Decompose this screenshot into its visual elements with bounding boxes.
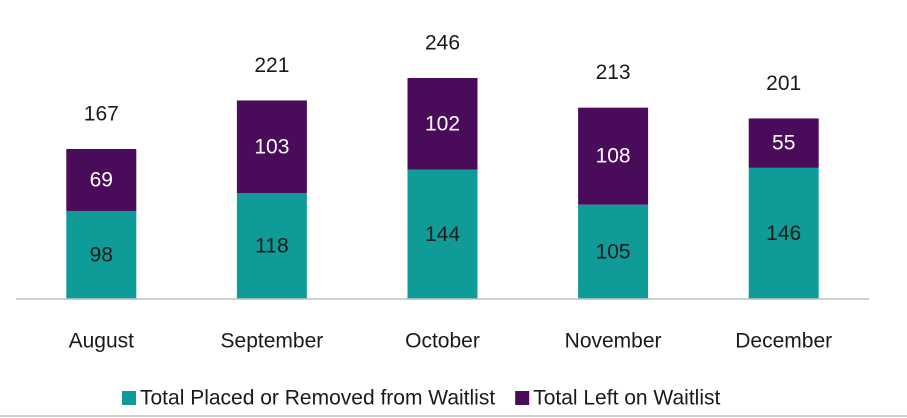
x-tick-label: September	[221, 330, 324, 353]
total-label: 246	[425, 32, 460, 55]
legend-label: Total Placed or Removed from Waitlist	[140, 387, 495, 410]
segment-label: 146	[766, 222, 801, 245]
bar-segment	[407, 169, 478, 299]
legend-label: Total Left on Waitlist	[533, 387, 720, 410]
total-label: 201	[766, 72, 801, 95]
segment-label: 98	[90, 244, 113, 267]
legend-swatch	[122, 391, 136, 405]
bar-segment	[236, 100, 307, 193]
x-tick-label: October	[405, 330, 480, 353]
bar-segment	[236, 192, 307, 299]
segment-label: 108	[596, 145, 631, 168]
bar-segment	[748, 118, 819, 168]
total-label: 221	[254, 54, 289, 77]
segment-label: 144	[425, 223, 460, 246]
bar-segment	[578, 204, 649, 299]
bar-segment	[578, 107, 649, 205]
segment-label: 69	[90, 169, 113, 192]
segment-label: 118	[255, 235, 288, 258]
segment-label: 102	[425, 112, 460, 135]
bar-segment	[407, 78, 478, 170]
x-tick-label: November	[565, 330, 662, 353]
bar-segment	[66, 148, 137, 211]
segment-label: 105	[596, 240, 631, 263]
segment-label: 55	[772, 132, 795, 155]
legend-swatch	[515, 391, 530, 405]
bar-segment	[66, 210, 137, 299]
x-tick-label: August	[69, 330, 135, 353]
total-label: 167	[84, 103, 119, 126]
bar-segment	[748, 167, 819, 299]
total-label: 213	[596, 61, 631, 84]
x-tick-label: December	[735, 330, 832, 353]
segment-label: 103	[254, 135, 289, 158]
